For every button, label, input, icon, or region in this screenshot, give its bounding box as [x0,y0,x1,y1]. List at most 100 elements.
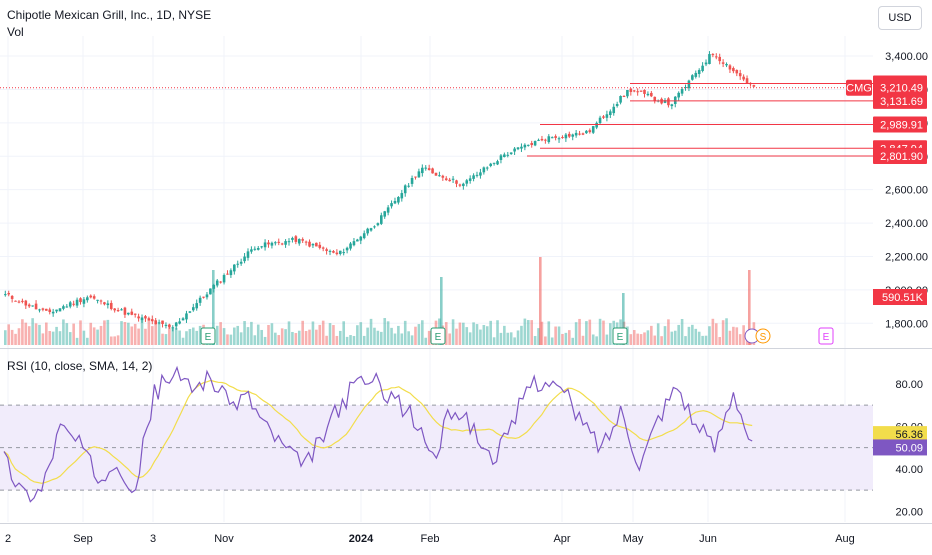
candle-body [304,241,308,243]
candle-body [646,93,650,96]
candle-body [632,90,636,92]
candle-body [708,54,711,64]
volume-bar [130,326,134,345]
candle-body [458,184,462,186]
earnings-badge-label: E [205,332,212,343]
candle-body [188,311,192,313]
volume-bar [277,335,281,345]
volume-bar [568,330,571,345]
volume-bar [48,330,52,345]
candle-body [58,308,62,312]
volume-bar [366,327,369,345]
volume-bar [198,325,202,345]
candle-body [479,172,482,176]
volume-bar [561,333,564,345]
candle-body [622,96,626,98]
candle-body [653,96,657,102]
price-tick-label: 1,800.00 [885,318,928,330]
volume-bar [362,335,366,345]
volume-bar [397,325,400,345]
volume-bar [154,323,157,345]
volume-bar [38,324,41,345]
candle-body [520,146,523,149]
volume-bar [520,325,523,345]
volume-bar [697,331,701,345]
volume-bar [103,320,106,345]
candle-body [263,242,267,248]
volume-bar [256,324,260,345]
volume-bar [171,328,175,345]
volume-bar [41,333,45,345]
volume-bar [506,332,510,345]
volume-bar [503,325,506,345]
volume-bar [274,332,277,345]
candle-body [397,197,400,203]
candle-body [270,242,274,246]
candle-body [164,324,168,326]
volume-bar [315,329,318,345]
volume-bar [684,336,687,345]
volume-bar [297,330,301,345]
volume-bar [68,332,72,345]
candle-body [680,89,684,94]
currency-button[interactable]: USD [878,6,922,30]
rsi-value-label: 50.09 [895,442,923,454]
rsi-tick-label: 40.00 [895,464,923,476]
volume-bar [120,321,123,345]
volume-bar [267,324,270,345]
volume-bar [24,322,28,345]
volume-bar [646,330,650,345]
candle-body [250,249,253,252]
time-tick-label: 2 [5,533,11,545]
time-tick-label: Feb [421,533,440,545]
candle-body [321,247,325,249]
candle-body [516,147,520,150]
volume-bar [123,321,127,345]
volume-bar [10,329,14,345]
time-tick-label: May [623,533,644,545]
volume-bar [653,335,657,345]
candle-body [721,62,725,64]
volume-bar [403,320,407,345]
candle-body [144,316,147,319]
volume-bar [643,332,646,345]
candle-body [496,161,499,165]
candle-body [390,203,393,207]
volume-value-tag [873,289,927,305]
candle-body [335,252,339,255]
candle-body [51,311,55,314]
volume-bar [369,318,373,345]
volume-bar [578,318,581,345]
volume-bar [444,322,448,345]
dividend-badge-label: S [760,332,767,343]
candle-body [373,226,376,228]
volume-bar [407,331,410,345]
candle-body [14,300,17,302]
volume-bar [352,336,356,345]
volume-bar [229,334,233,345]
candle-body [540,138,544,141]
volume-bar [499,332,503,345]
volume-bar [31,318,34,345]
volume-bar [386,321,390,345]
volume-bar [304,330,308,345]
volume-bar [537,328,540,345]
earnings-badge [200,327,216,345]
volume-bar [564,332,568,345]
volume-bar [585,321,588,345]
pane-separator[interactable] [0,348,932,349]
candle-body [291,237,294,240]
volume-bar [164,334,168,345]
candle-body [485,167,489,169]
symbol-tag [846,79,872,96]
rsi-tick-label: 20.00 [895,506,923,518]
volume-bars [4,257,756,345]
candle-body [585,130,588,134]
volume-bar [581,335,585,345]
earnings-badge [430,327,446,345]
candle-body [410,177,414,184]
volume-bar [605,334,609,345]
volume-bar [598,318,602,345]
rsi-tick-label: 80.00 [895,379,923,391]
